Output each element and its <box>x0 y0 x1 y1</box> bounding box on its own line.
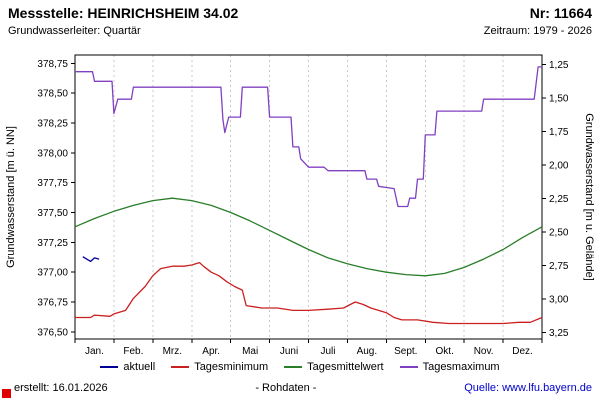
legend-swatch-aktuell <box>100 366 119 368</box>
legend-label-Tagesmaximum: Tagesmaximum <box>422 361 500 373</box>
right-tick-label: 2,00 <box>549 160 569 171</box>
x-axis-label: Mrz. <box>163 346 182 357</box>
chart: 378,75 378,50 378,25 378,00 377,75 377,50 377,… <box>37 54 569 357</box>
legend-item-Tagesmaximum: Tagesmaximum <box>399 361 500 373</box>
right-tick-label: 3,25 <box>549 328 569 339</box>
right-tick-label: 2,25 <box>549 194 569 205</box>
right-tick-label: 2,50 <box>549 227 569 238</box>
left-tick-label: 378,00 <box>37 148 68 159</box>
left-tick-label: 377,75 <box>37 178 68 189</box>
legend-label-Tagesminimum: Tagesminimum <box>194 361 269 373</box>
x-axis-label: Okt. <box>436 346 454 357</box>
x-axis-label: Sept. <box>394 346 417 357</box>
legend-swatch-Tagesminimum <box>171 366 190 368</box>
station-number: Nr: 11664 <box>529 5 592 21</box>
series-line-Tagesmittelwert <box>74 197 543 277</box>
x-axis-label: Nov. <box>474 346 494 357</box>
left-axis-title: Grundwasserstand [m ü. NN] <box>5 126 17 268</box>
left-tick-label: 378,50 <box>37 89 68 100</box>
right-tick-label: 1,75 <box>549 127 569 138</box>
left-tick-label: 377,50 <box>37 208 68 219</box>
x-axis-label: Apr. <box>202 346 220 357</box>
legend-item-Tagesminimum: Tagesminimum <box>171 361 268 373</box>
left-tick-label: 378,25 <box>37 119 68 130</box>
right-tick-label: 2,75 <box>549 261 569 272</box>
station-title: Messstelle: HEINRICHSHEIM 34.02 <box>8 5 239 21</box>
left-tick-label: 376,75 <box>37 298 68 309</box>
series-line-Tagesmaximum <box>75 66 542 208</box>
legend-label-aktuell: aktuell <box>123 361 156 373</box>
legend-item-Tagesmittelwert: Tagesmittelwert <box>284 361 384 373</box>
aquifer-label: Grundwasserleiter: Quartär <box>8 25 141 37</box>
x-axis-label: Dez. <box>512 346 533 357</box>
x-axis-label: Aug. <box>357 346 378 357</box>
right-tick-label: 1,50 <box>549 93 569 104</box>
plot-border <box>74 54 543 340</box>
footer: erstellt: 16.01.2026 - Rohdaten - Quelle… <box>14 382 592 394</box>
series-line-Tagesminimum <box>75 261 543 325</box>
period-label: Zeitraum: 1979 - 2026 <box>483 25 592 37</box>
legend-label-Tagesmittelwert: Tagesmittelwert <box>307 361 384 373</box>
left-tick-label: 377,25 <box>37 238 68 249</box>
chart-legend: aktuell Tagesminimum Tagesmittelwert Tagesm… <box>0 361 600 373</box>
legend-item-aktuell: aktuell <box>100 361 155 373</box>
legend-swatch-Tagesmaximum <box>399 366 418 368</box>
logo-marker <box>2 389 11 398</box>
left-tick-label: 377,00 <box>37 268 68 279</box>
header-row: Messstelle: HEINRICHSHEIM 34.02 Nr: 1166… <box>8 5 592 21</box>
series-line-aktuell <box>82 256 100 263</box>
legend-swatch-Tagesmittelwert <box>284 366 303 368</box>
x-axis-label: Juni <box>280 346 298 357</box>
created-label: erstellt: 16.01.2026 <box>14 382 108 394</box>
right-tick-label: 1,25 <box>549 60 569 71</box>
right-axis-title: Grundwasserstand [m u. Gelände] <box>583 113 595 281</box>
x-axis-label: Jan. <box>85 346 104 357</box>
subheader-row: Grundwasserleiter: Quartär Zeitraum: 197… <box>8 25 592 37</box>
left-tick-label: 376,50 <box>37 327 68 338</box>
left-tick-label: 378,75 <box>37 59 68 70</box>
x-axis-label: Juli <box>320 346 335 357</box>
x-axis-label: Mai <box>242 346 258 357</box>
source-link[interactable]: Quelle: www.lfu.bayern.de <box>464 382 592 394</box>
right-tick-label: 3,00 <box>549 294 569 305</box>
rohdaten-label: - Rohdaten - <box>255 382 317 394</box>
x-axis-label: Feb. <box>123 346 143 357</box>
